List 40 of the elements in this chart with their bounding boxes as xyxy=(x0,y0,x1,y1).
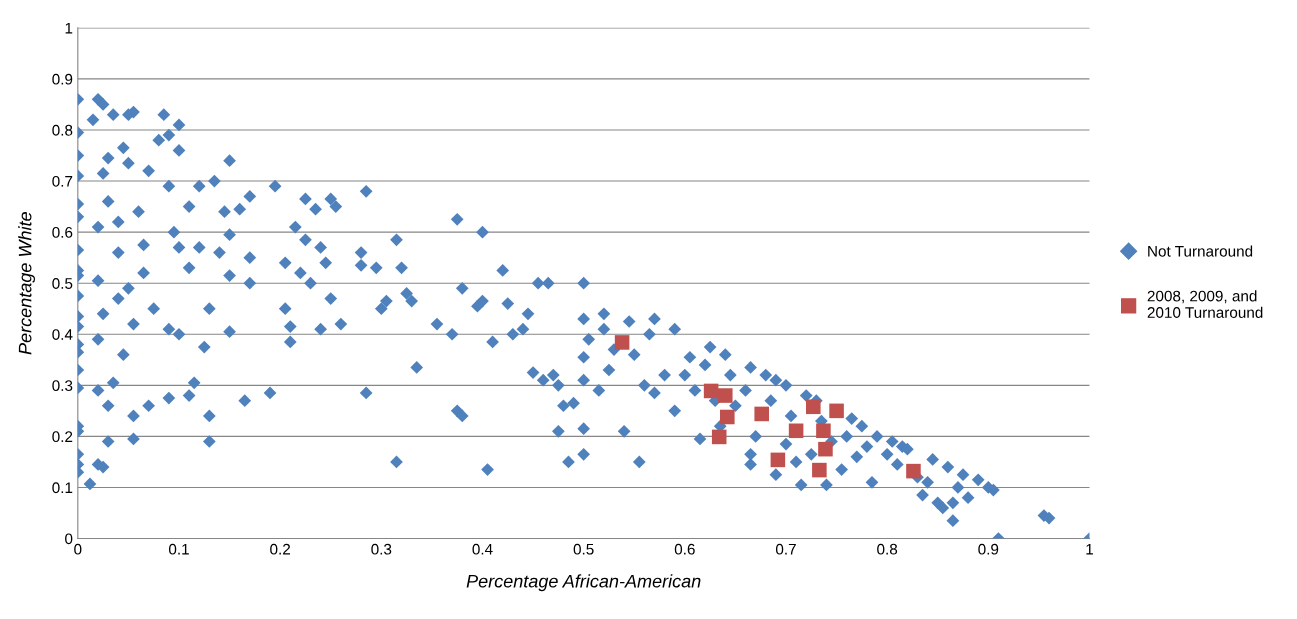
point xyxy=(711,429,727,445)
point xyxy=(718,388,733,403)
x-tick-label: 0.5 xyxy=(573,543,594,555)
x-tick-label: 0.9 xyxy=(978,543,999,555)
y-tick-label: 0.5 xyxy=(52,278,73,289)
y-tick-label: 0 xyxy=(65,533,73,545)
x-tick-label: 0.4 xyxy=(472,543,493,555)
y-tick-label: 0.8 xyxy=(52,124,73,136)
point xyxy=(816,423,831,439)
y-tick-label: 0.2 xyxy=(52,431,73,443)
legend-label: Not Turnaround xyxy=(1148,245,1253,257)
x-tick-label: 0.8 xyxy=(877,543,898,555)
x-axis-title: Percentage African-American xyxy=(466,574,701,592)
x-tick-label: 0.2 xyxy=(270,543,290,555)
point xyxy=(806,399,821,415)
point xyxy=(812,462,827,478)
x-tick-label: 0.6 xyxy=(674,543,695,555)
y-tick-label: 0.4 xyxy=(52,329,73,340)
y-tick-label: 0.6 xyxy=(52,226,73,238)
point xyxy=(818,441,833,457)
x-tick-label: 0.1 xyxy=(168,543,189,555)
point xyxy=(720,409,735,425)
y-axis-title: Percentage White xyxy=(18,212,36,355)
x-tick-label: 1 xyxy=(1086,543,1093,555)
y-tick-label: 0.9 xyxy=(52,73,73,85)
point xyxy=(906,463,921,479)
x-tick-label: 0 xyxy=(74,543,82,555)
y-tick-label: 0.7 xyxy=(52,175,73,187)
x-tick-label: 0.7 xyxy=(775,543,796,555)
point xyxy=(788,423,804,439)
point xyxy=(754,406,769,422)
point xyxy=(614,335,630,350)
y-tick-label: 0.1 xyxy=(52,482,73,494)
point xyxy=(703,383,719,399)
y-tick-label: 1 xyxy=(65,22,73,34)
y-tick-label: 0.3 xyxy=(52,380,73,392)
legend-label: 2008, 2009, and 2010 Turnaround xyxy=(1147,290,1263,318)
point xyxy=(770,452,786,468)
point xyxy=(829,403,844,419)
x-tick-label: 0.3 xyxy=(371,543,392,555)
